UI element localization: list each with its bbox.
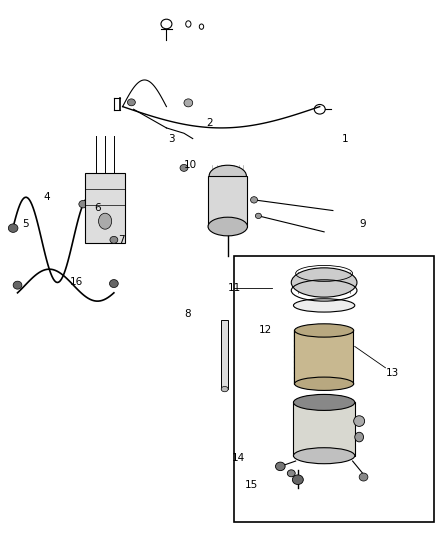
Text: 2: 2 xyxy=(206,118,212,127)
Text: 9: 9 xyxy=(359,219,366,229)
Bar xyxy=(85,173,125,243)
Ellipse shape xyxy=(87,231,97,240)
Text: 1: 1 xyxy=(342,134,348,143)
Ellipse shape xyxy=(291,268,357,297)
Bar xyxy=(293,402,355,456)
Ellipse shape xyxy=(293,448,355,464)
Ellipse shape xyxy=(221,386,228,392)
Bar xyxy=(234,256,434,522)
Ellipse shape xyxy=(110,237,118,243)
Text: 6: 6 xyxy=(94,203,101,213)
Ellipse shape xyxy=(251,197,258,203)
Ellipse shape xyxy=(359,473,368,481)
Text: 7: 7 xyxy=(118,235,125,245)
Ellipse shape xyxy=(13,281,22,289)
Text: 16: 16 xyxy=(70,278,83,287)
Ellipse shape xyxy=(208,217,247,236)
Ellipse shape xyxy=(99,213,112,229)
Ellipse shape xyxy=(293,298,355,312)
Ellipse shape xyxy=(110,279,118,288)
Text: 10: 10 xyxy=(184,160,197,170)
Ellipse shape xyxy=(184,99,193,107)
Text: 8: 8 xyxy=(184,310,191,319)
Text: 12: 12 xyxy=(258,326,272,335)
Text: 4: 4 xyxy=(44,192,50,202)
Bar xyxy=(208,176,247,227)
Text: 5: 5 xyxy=(22,219,28,229)
Text: 15: 15 xyxy=(245,480,258,490)
Ellipse shape xyxy=(180,164,188,172)
Ellipse shape xyxy=(355,432,364,442)
Ellipse shape xyxy=(287,470,295,477)
Ellipse shape xyxy=(8,224,18,232)
Text: 13: 13 xyxy=(385,368,399,378)
Ellipse shape xyxy=(209,165,246,187)
Ellipse shape xyxy=(127,99,135,106)
Ellipse shape xyxy=(293,394,355,410)
Bar xyxy=(294,330,353,384)
Ellipse shape xyxy=(294,324,354,337)
Text: 14: 14 xyxy=(232,454,245,463)
Ellipse shape xyxy=(292,475,303,484)
Text: 3: 3 xyxy=(169,134,175,143)
Ellipse shape xyxy=(294,377,354,390)
Ellipse shape xyxy=(353,416,364,426)
Ellipse shape xyxy=(79,200,88,208)
Text: 11: 11 xyxy=(228,283,241,293)
Ellipse shape xyxy=(276,462,285,471)
Bar xyxy=(221,320,228,389)
Ellipse shape xyxy=(255,213,261,219)
